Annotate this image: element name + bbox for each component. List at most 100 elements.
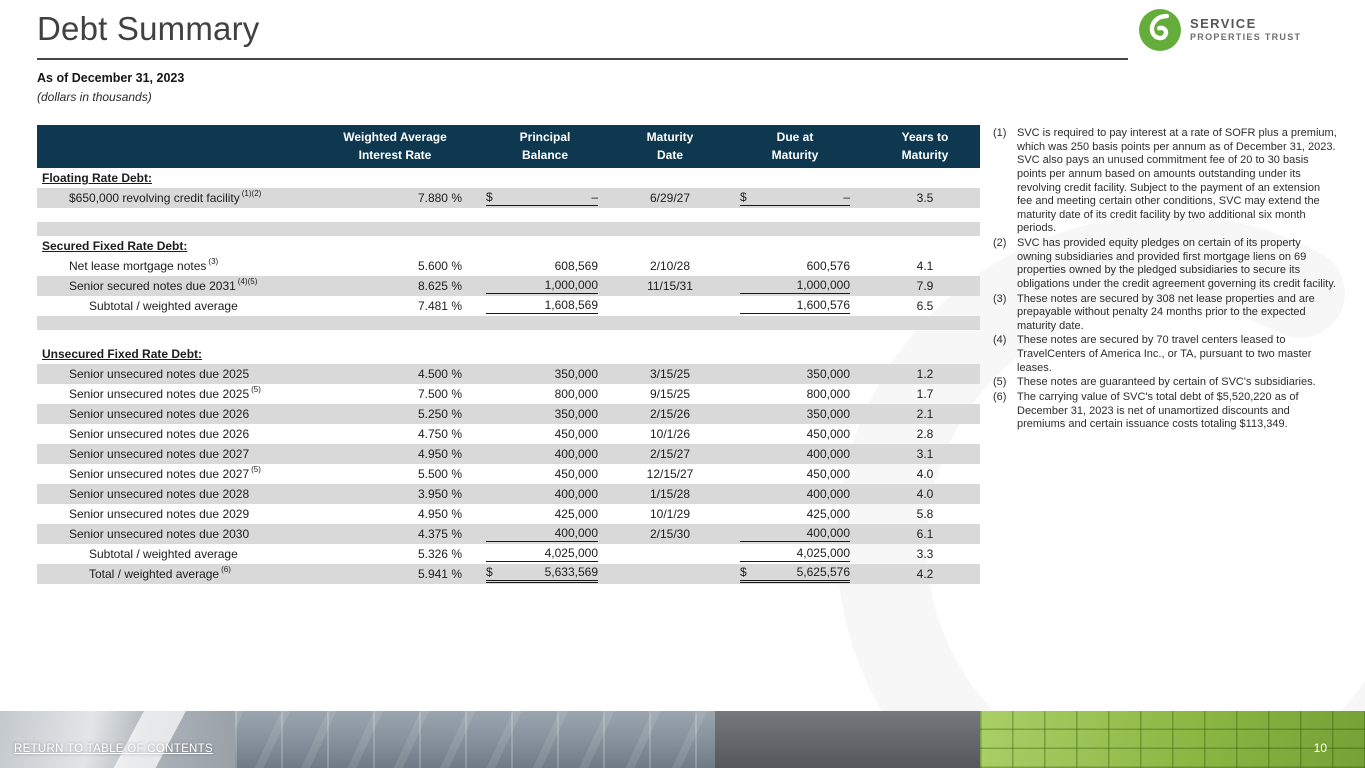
amount: 400,000: [486, 487, 598, 502]
footnote-ref: (3): [208, 257, 219, 266]
footnote-ref: (4)(5): [237, 277, 258, 286]
amount-value: 450,000: [554, 426, 598, 441]
amount: 400,000: [740, 526, 850, 542]
table-row-spacer: [37, 330, 980, 344]
amount-value: 608,569: [554, 258, 598, 273]
footnote-number: (1): [993, 127, 1007, 139]
cell-maturity-date: 3/15/25: [649, 367, 691, 381]
cell-years-to-maturity: 3.5: [916, 191, 934, 205]
table-row-subtotal: Subtotal / weighted average 5.326 % 4,025,…: [37, 544, 980, 564]
table-header-row: Weighted Average Interest Rate Principal…: [37, 125, 980, 168]
table-row-item: Senior unsecured notes due 2025 4.500 % 35…: [37, 364, 980, 384]
cell-principal-balance: 450,000: [470, 464, 620, 484]
row-label: Secured Fixed Rate Debt:: [37, 236, 320, 256]
cell-interest-rate: 5.500 %: [417, 467, 462, 481]
cell-years-to-maturity: 7.9: [916, 279, 934, 293]
amount-value: 5,633,569: [544, 565, 598, 579]
table-row-item: Senior unsecured notes due 2025 (5) 7.500 …: [37, 384, 980, 404]
amount-value: 400,000: [554, 526, 598, 540]
cell-principal-balance: 4,025,000: [470, 544, 620, 564]
cell-years-to-maturity: 2.1: [916, 407, 934, 421]
table-row-section: Unsecured Fixed Rate Debt:: [37, 344, 980, 364]
return-to-toc-link[interactable]: RETURN TO TABLE OF CONTENTS: [14, 743, 213, 755]
cell-years-to-maturity: 4.1: [916, 259, 934, 273]
page-number: 10: [1313, 741, 1327, 755]
amount: 1,000,000: [740, 278, 850, 294]
footnote-number: (5): [993, 376, 1007, 389]
table-row-spacer: [37, 208, 980, 222]
currency-symbol: $: [486, 190, 493, 204]
footer-photo-segment-blue-glass: [235, 711, 715, 768]
footnote-ref: (1)(2): [241, 189, 262, 198]
row-label: Senior unsecured notes due 2026: [37, 424, 320, 444]
table-row-item: Senior unsecured notes due 2027 (5) 5.500 …: [37, 464, 980, 484]
amount-value: 350,000: [806, 406, 850, 421]
amount-value: 800,000: [806, 386, 850, 401]
row-label: Senior unsecured notes due 2030: [37, 524, 320, 544]
amount: 350,000: [486, 407, 598, 422]
cell-years-to-maturity: 3.3: [916, 547, 934, 561]
company-logo-text: SERVICE PROPERTIES TRUST: [1190, 16, 1301, 44]
row-label-text: Senior unsecured notes due 2027: [69, 447, 250, 461]
cell-maturity-date: 11/15/31: [647, 279, 693, 293]
cell-years-to-maturity: [870, 236, 980, 256]
footnote-text: SVC is required to pay interest at a rat…: [1017, 127, 1337, 235]
cell-principal-balance: 800,000: [470, 384, 620, 404]
amount-value: 800,000: [554, 386, 598, 401]
cell-years-to-maturity: 3.1: [916, 447, 934, 461]
cell-maturity-date: 9/15/25: [649, 387, 691, 401]
footnote: (4) These notes are secured by 70 travel …: [993, 334, 1337, 375]
row-label: Senior unsecured notes due 2025: [37, 364, 320, 384]
row-label: Senior secured notes due 2031 (4)(5): [37, 276, 320, 296]
amount: 450,000: [740, 427, 850, 442]
currency-symbol: $: [740, 190, 747, 204]
cell-due-at-maturity: 1,600,576: [720, 296, 870, 316]
units-note: (dollars in thousands): [37, 90, 152, 104]
amount-value: 350,000: [554, 366, 598, 381]
cell-due-at-maturity: $5,625,576: [720, 564, 870, 584]
footer-photo-strip: RETURN TO TABLE OF CONTENTS 10: [0, 711, 1365, 768]
cell-principal-balance: [470, 344, 620, 364]
cell-years-to-maturity: 6.1: [916, 527, 934, 541]
amount: 800,000: [486, 387, 598, 402]
footnote-text: SVC has provided equity pledges on certa…: [1017, 237, 1336, 290]
row-label-text: Senior secured notes due 2031 (4)(5): [69, 277, 258, 294]
row-label-text: Senior unsecured notes due 2030: [69, 527, 250, 541]
company-logo-icon: [1139, 9, 1181, 51]
cell-principal-balance: 1,000,000: [470, 276, 620, 296]
cell-principal-balance: 400,000: [470, 524, 620, 544]
cell-interest-rate: 7.481 %: [417, 299, 462, 313]
amount: 400,000: [740, 447, 850, 462]
amount-value: 600,576: [806, 258, 850, 273]
footnote-ref: (5): [251, 465, 261, 474]
table-body: Floating Rate Debt: $650,000 revolving cr…: [37, 168, 980, 584]
cell-interest-rate: 4.500 %: [417, 367, 462, 381]
amount-value: 400,000: [806, 446, 850, 461]
cell-years-to-maturity: 5.8: [916, 507, 934, 521]
cell-interest-rate: 5.250 %: [417, 407, 462, 421]
amount: 608,569: [486, 259, 598, 274]
cell-principal-balance: $ –: [470, 188, 620, 208]
table-row-item: Senior unsecured notes due 2026 5.250 % 35…: [37, 404, 980, 424]
row-label: Senior unsecured notes due 2025 (5): [37, 384, 320, 404]
footnote-text: The carrying value of SVC's total debt o…: [1017, 390, 1299, 431]
amount-value: 425,000: [554, 506, 598, 521]
cell-due-at-maturity: 350,000: [720, 404, 870, 424]
cell-principal-balance: 350,000: [470, 364, 620, 384]
cell-interest-rate: 7.500 %: [417, 387, 462, 401]
cell-interest-rate: 4.375 %: [417, 527, 462, 541]
amount-value: 400,000: [554, 486, 598, 501]
amount-value: 450,000: [806, 426, 850, 441]
cell-principal-balance: 400,000: [470, 444, 620, 464]
cell-due-at-maturity: 450,000: [720, 464, 870, 484]
amount-value: 1,600,576: [796, 298, 850, 312]
cell-due-at-maturity: 450,000: [720, 424, 870, 444]
cell-interest-rate: 5.941 %: [417, 567, 462, 581]
table-row-subtotal: Subtotal / weighted average 7.481 % 1,608,…: [37, 296, 980, 316]
row-label: Net lease mortgage notes (3): [37, 256, 320, 276]
table-row-item: Net lease mortgage notes (3) 5.600 % 608,56…: [37, 256, 980, 276]
cell-interest-rate: 4.950 %: [417, 447, 462, 461]
row-label: Senior unsecured notes due 2029: [37, 504, 320, 524]
row-label-text: Unsecured Fixed Rate Debt:: [42, 347, 203, 361]
table-row-item: Senior unsecured notes due 2027 4.950 % 40…: [37, 444, 980, 464]
